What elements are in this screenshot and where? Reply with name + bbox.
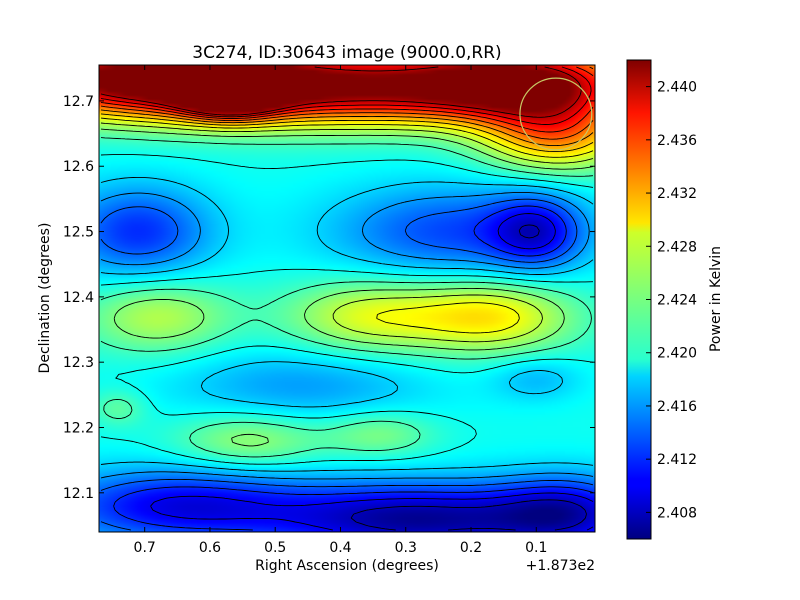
colorbar-tick-label: 2.424 bbox=[657, 293, 697, 309]
contour-line bbox=[350, 224, 587, 531]
colorbar-tick-label: 2.412 bbox=[657, 452, 697, 468]
contour-line bbox=[100, 154, 594, 465]
marker-circle bbox=[519, 77, 593, 151]
y-tick-label: 12.7 bbox=[63, 94, 94, 110]
chart-title: 3C274, ID:30643 image (9000.0,RR) bbox=[192, 43, 501, 63]
colorbar-tick-label: 2.436 bbox=[657, 133, 697, 149]
contour-line bbox=[100, 117, 594, 334]
x-tick-label: 0.6 bbox=[199, 540, 221, 556]
y-tick-label: 12.6 bbox=[63, 159, 94, 175]
x-axis-offset-label: +1.873e2 bbox=[526, 558, 595, 574]
x-axis-label: Right Ascension (degrees) bbox=[255, 558, 439, 574]
y-tick-label: 12.3 bbox=[63, 355, 94, 371]
contour-line bbox=[100, 66, 594, 133]
x-tick-label: 0.1 bbox=[525, 540, 547, 556]
contour-line bbox=[100, 198, 594, 531]
contour-line bbox=[100, 66, 592, 125]
contour-lines bbox=[100, 66, 594, 531]
colorbar-ticks: 2.408 2.412 2.416 2.420 2.424 2.428 2.432 2.436… bbox=[646, 80, 697, 521]
x-tick-label: 0.5 bbox=[264, 540, 286, 556]
y-axis: 12.1 12.2 12.3 12.4 12.5 12.6 12.7 bbox=[63, 94, 595, 502]
colorbar-tick-label: 2.432 bbox=[657, 186, 697, 202]
y-tick-label: 12.2 bbox=[63, 420, 94, 436]
contour-line bbox=[100, 176, 594, 472]
contour-line bbox=[100, 122, 594, 343]
plot-frame bbox=[98, 64, 596, 533]
contour-line bbox=[100, 109, 594, 147]
y-tick-label: 12.5 bbox=[63, 225, 94, 241]
x-tick-label: 0.7 bbox=[134, 540, 156, 556]
contour-line bbox=[150, 213, 594, 531]
contour-line bbox=[100, 66, 582, 118]
y-tick-label: 12.4 bbox=[63, 290, 94, 306]
x-tick-label: 0.4 bbox=[329, 540, 351, 556]
x-tick-label: 0.2 bbox=[460, 540, 482, 556]
x-tick-label: 0.3 bbox=[395, 540, 417, 556]
contour-line bbox=[100, 137, 594, 458]
colorbar-tick-label: 2.420 bbox=[657, 346, 697, 362]
contour-line bbox=[100, 191, 594, 480]
y-axis-label: Declination (degrees) bbox=[37, 223, 53, 374]
y-tick-label: 12.1 bbox=[63, 486, 94, 502]
colorbar-tick-label: 2.408 bbox=[657, 505, 697, 521]
colorbar-tick-label: 2.428 bbox=[657, 239, 697, 255]
colorbar-tick-label: 2.440 bbox=[657, 80, 697, 96]
contour-line bbox=[100, 113, 594, 153]
colorbar-tick-label: 2.416 bbox=[657, 399, 697, 415]
colorbar: 2.408 2.412 2.416 2.420 2.424 2.428 2.432 2.436… bbox=[626, 59, 724, 540]
contour-line bbox=[100, 128, 594, 447]
contour-line bbox=[113, 205, 594, 531]
heatmap-plot bbox=[98, 64, 596, 533]
contour-line bbox=[100, 66, 594, 140]
colorbar-label: Power in Kelvin bbox=[708, 246, 724, 352]
x-axis: 0.7 0.6 0.5 0.4 0.3 0.2 0.1 bbox=[134, 65, 547, 556]
